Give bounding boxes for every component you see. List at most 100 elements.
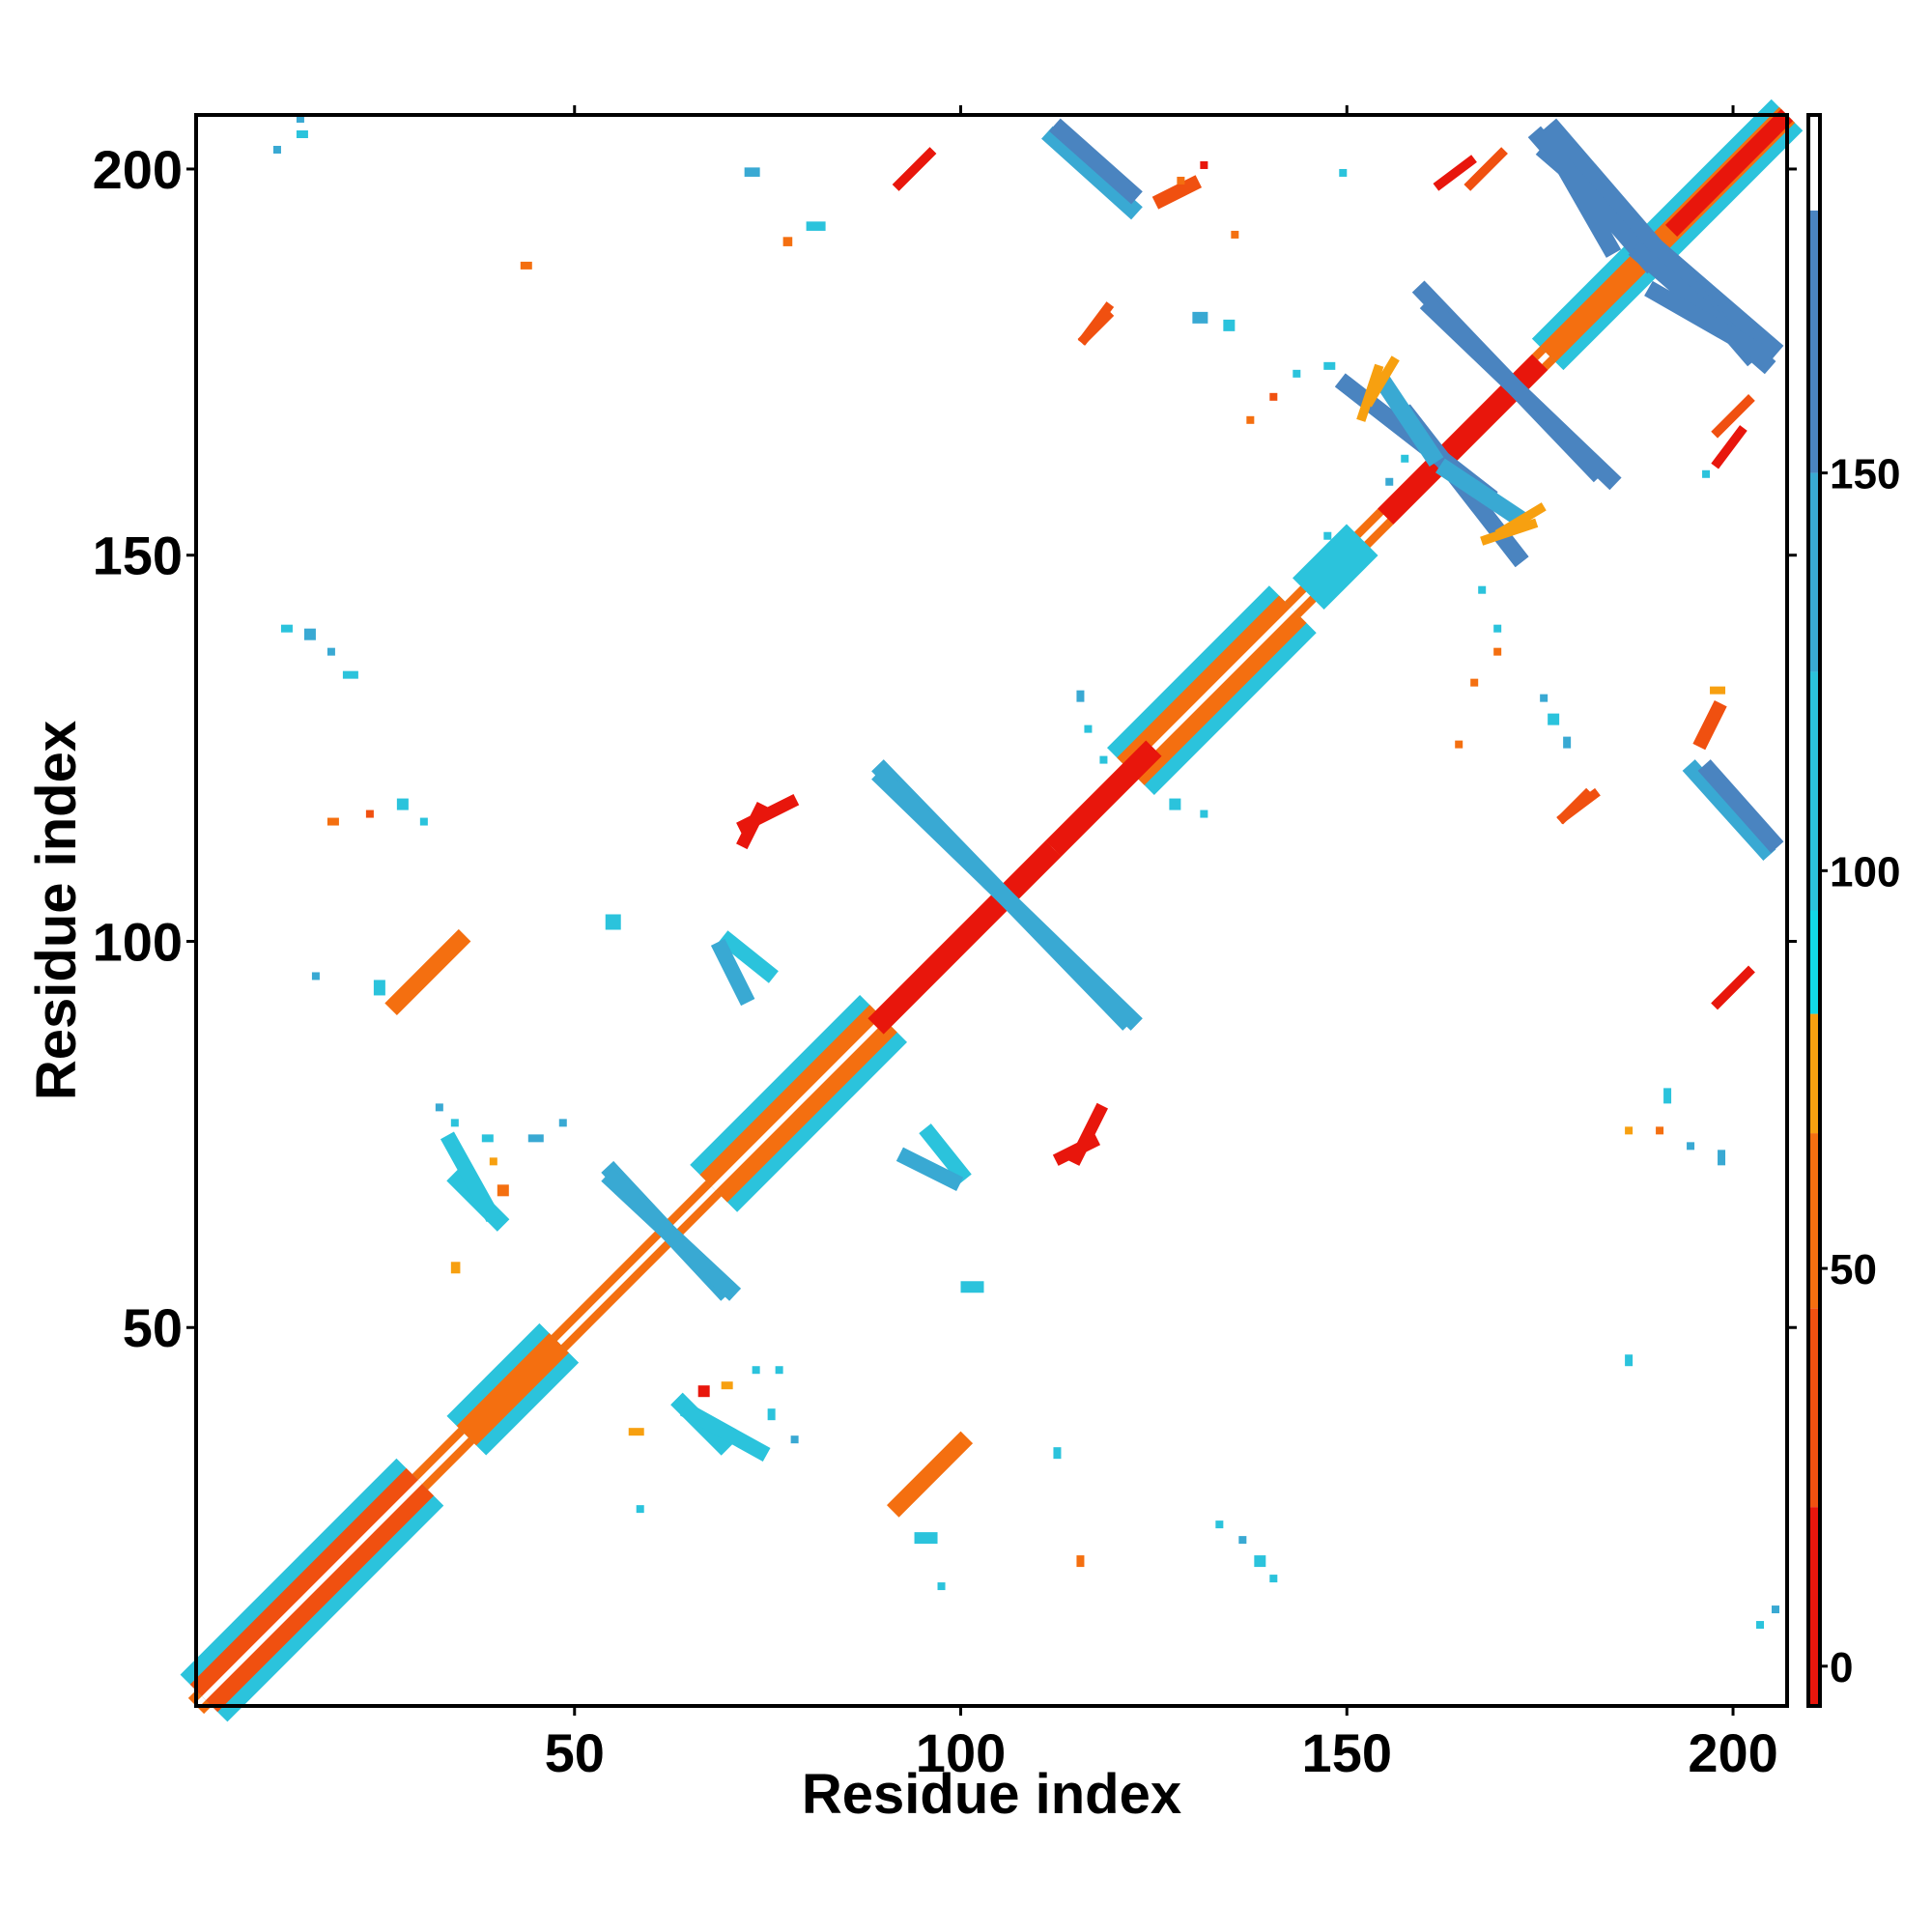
y-tick-label: 50: [123, 1297, 183, 1358]
contact-cell-123: [1177, 176, 1185, 185]
colorbar-tick-label: 150: [1830, 451, 1900, 498]
parallel-contact-43-mirror: [1151, 175, 1203, 210]
contact-cell-86: [767, 1408, 776, 1421]
parallel-contact-36-mirror: [710, 938, 755, 1007]
diagonal-band-14: [1045, 740, 1162, 857]
contact-cell-71: [365, 810, 374, 818]
parallel-contact-45-mirror: [1711, 394, 1755, 439]
contact-cell-105: [1710, 686, 1726, 695]
contact-cell-91: [697, 1385, 710, 1398]
antiparallel-strand-20-mirror: [871, 767, 1143, 1031]
contact-cell-98: [1563, 736, 1572, 749]
parallel-contact-42-mirror: [1077, 309, 1115, 346]
contact-cell-92: [1076, 690, 1085, 702]
colorbar-band-0: [1808, 1507, 1820, 1706]
contact-cell-78: [497, 1184, 509, 1197]
parallel-contact-32-mirror: [384, 929, 471, 1015]
contact-cell-56: [1076, 1555, 1085, 1568]
antiparallel-strand-21-mirror: [601, 1168, 742, 1301]
contact-cell-104: [1455, 740, 1463, 749]
colorbar-frame: [1806, 113, 1822, 1708]
contact-cell-96: [1099, 755, 1108, 764]
parallel-contact-40: [1711, 965, 1755, 1010]
contact-cell-59: [744, 167, 760, 177]
contact-cell-120: [1702, 469, 1711, 478]
diagonal-band-15: [1293, 524, 1378, 610]
contact-cell-77: [558, 1119, 567, 1127]
parallel-contact-35-mirror: [919, 1123, 972, 1184]
contact-cell-55: [914, 1532, 938, 1545]
parallel-contact-44: [1711, 425, 1747, 469]
x-axis-title: Residue index: [802, 1763, 1181, 1826]
parallel-contact-43: [1692, 699, 1727, 751]
x-tick-label: 100: [916, 1722, 1006, 1783]
parallel-contact-47-mirror: [1480, 518, 1539, 546]
contact-cell-69: [419, 817, 428, 826]
parallel-contact-38: [1067, 1102, 1109, 1166]
contact-cell-108: [1656, 1126, 1664, 1135]
colorbar-band-5: [1808, 671, 1820, 911]
parallel-contact-36: [895, 1147, 964, 1192]
parallel-contact-35: [718, 930, 779, 983]
contact-cell-50: [960, 1281, 984, 1293]
diagonal-band-9: [711, 1016, 886, 1191]
contact-cell-51: [520, 261, 532, 270]
antiparallel-strand-27: [1041, 126, 1143, 220]
diagonal-band-19: [1664, 108, 1794, 238]
colorbar-band-7: [1808, 210, 1820, 473]
x-axis-ticks: 50 100 150 200: [545, 105, 1778, 1783]
contact-cell-106: [1663, 1088, 1672, 1104]
contact-cell-60: [806, 221, 826, 231]
antiparallel-strand-24-mirror: [1419, 296, 1622, 491]
y-tick-label: 150: [93, 526, 183, 586]
contact-cell-103: [1470, 678, 1479, 687]
contact-cell-87: [790, 1435, 799, 1444]
contact-cell-49: [605, 914, 621, 930]
x-tick-label: 150: [1302, 1722, 1392, 1783]
parallel-contact-32: [887, 1431, 973, 1518]
y-tick-label: 200: [93, 139, 183, 200]
colorbar-tick-label: 0: [1830, 1644, 1853, 1691]
contact-cell-126: [636, 1505, 644, 1514]
x-tick-label: 200: [1688, 1722, 1777, 1783]
parallel-contact-47: [1356, 363, 1384, 422]
contact-cell-109: [1687, 1142, 1695, 1151]
contact-cell-75: [450, 1119, 459, 1127]
contact-cell-89: [775, 1366, 783, 1375]
antiparallel-strand-28-mirror: [1049, 118, 1143, 205]
antiparallel-strand-29: [1644, 280, 1776, 366]
colorbar-band-2: [1808, 1133, 1820, 1309]
contact-cell-64: [280, 624, 293, 633]
contact-cell-102: [1493, 647, 1502, 656]
parallel-contact-44-mirror: [1433, 155, 1477, 191]
antiparallel-strand-30: [1374, 373, 1444, 467]
contact-cell-119: [1401, 454, 1409, 463]
contact-cell-127: [937, 1582, 946, 1591]
contact-cell-95: [1200, 810, 1208, 818]
contact-cell-115: [1269, 392, 1278, 401]
contact-cell-53: [450, 1262, 461, 1274]
contact-cell-61: [782, 237, 793, 246]
contact-cell-58: [272, 145, 281, 154]
parallel-contact-48: [679, 1402, 771, 1463]
contact-cell-94: [1169, 798, 1181, 810]
contact-cell-66: [342, 670, 358, 679]
contact-cell-76: [527, 1134, 544, 1143]
contact-cell-97: [1548, 713, 1560, 725]
contact-cell-93: [1084, 724, 1093, 733]
contact-cell-62: [1192, 311, 1208, 324]
contact-cell-112: [1772, 1605, 1780, 1614]
contact-cell-63: [1223, 319, 1236, 331]
colorbar-band-1: [1808, 1308, 1820, 1508]
plot-frame: [194, 113, 1789, 1708]
contact-cell-116: [1293, 369, 1301, 378]
contact-cell-125: [296, 115, 304, 123]
antiparallel-strand-28: [1697, 759, 1784, 853]
contact-cell-65: [303, 628, 316, 640]
contact-cell-88: [752, 1366, 760, 1375]
contact-cell-70: [327, 817, 339, 826]
contact-cell-73: [373, 980, 385, 996]
contact-cell-100: [1478, 585, 1487, 594]
contact-cell-52: [1625, 1354, 1634, 1367]
